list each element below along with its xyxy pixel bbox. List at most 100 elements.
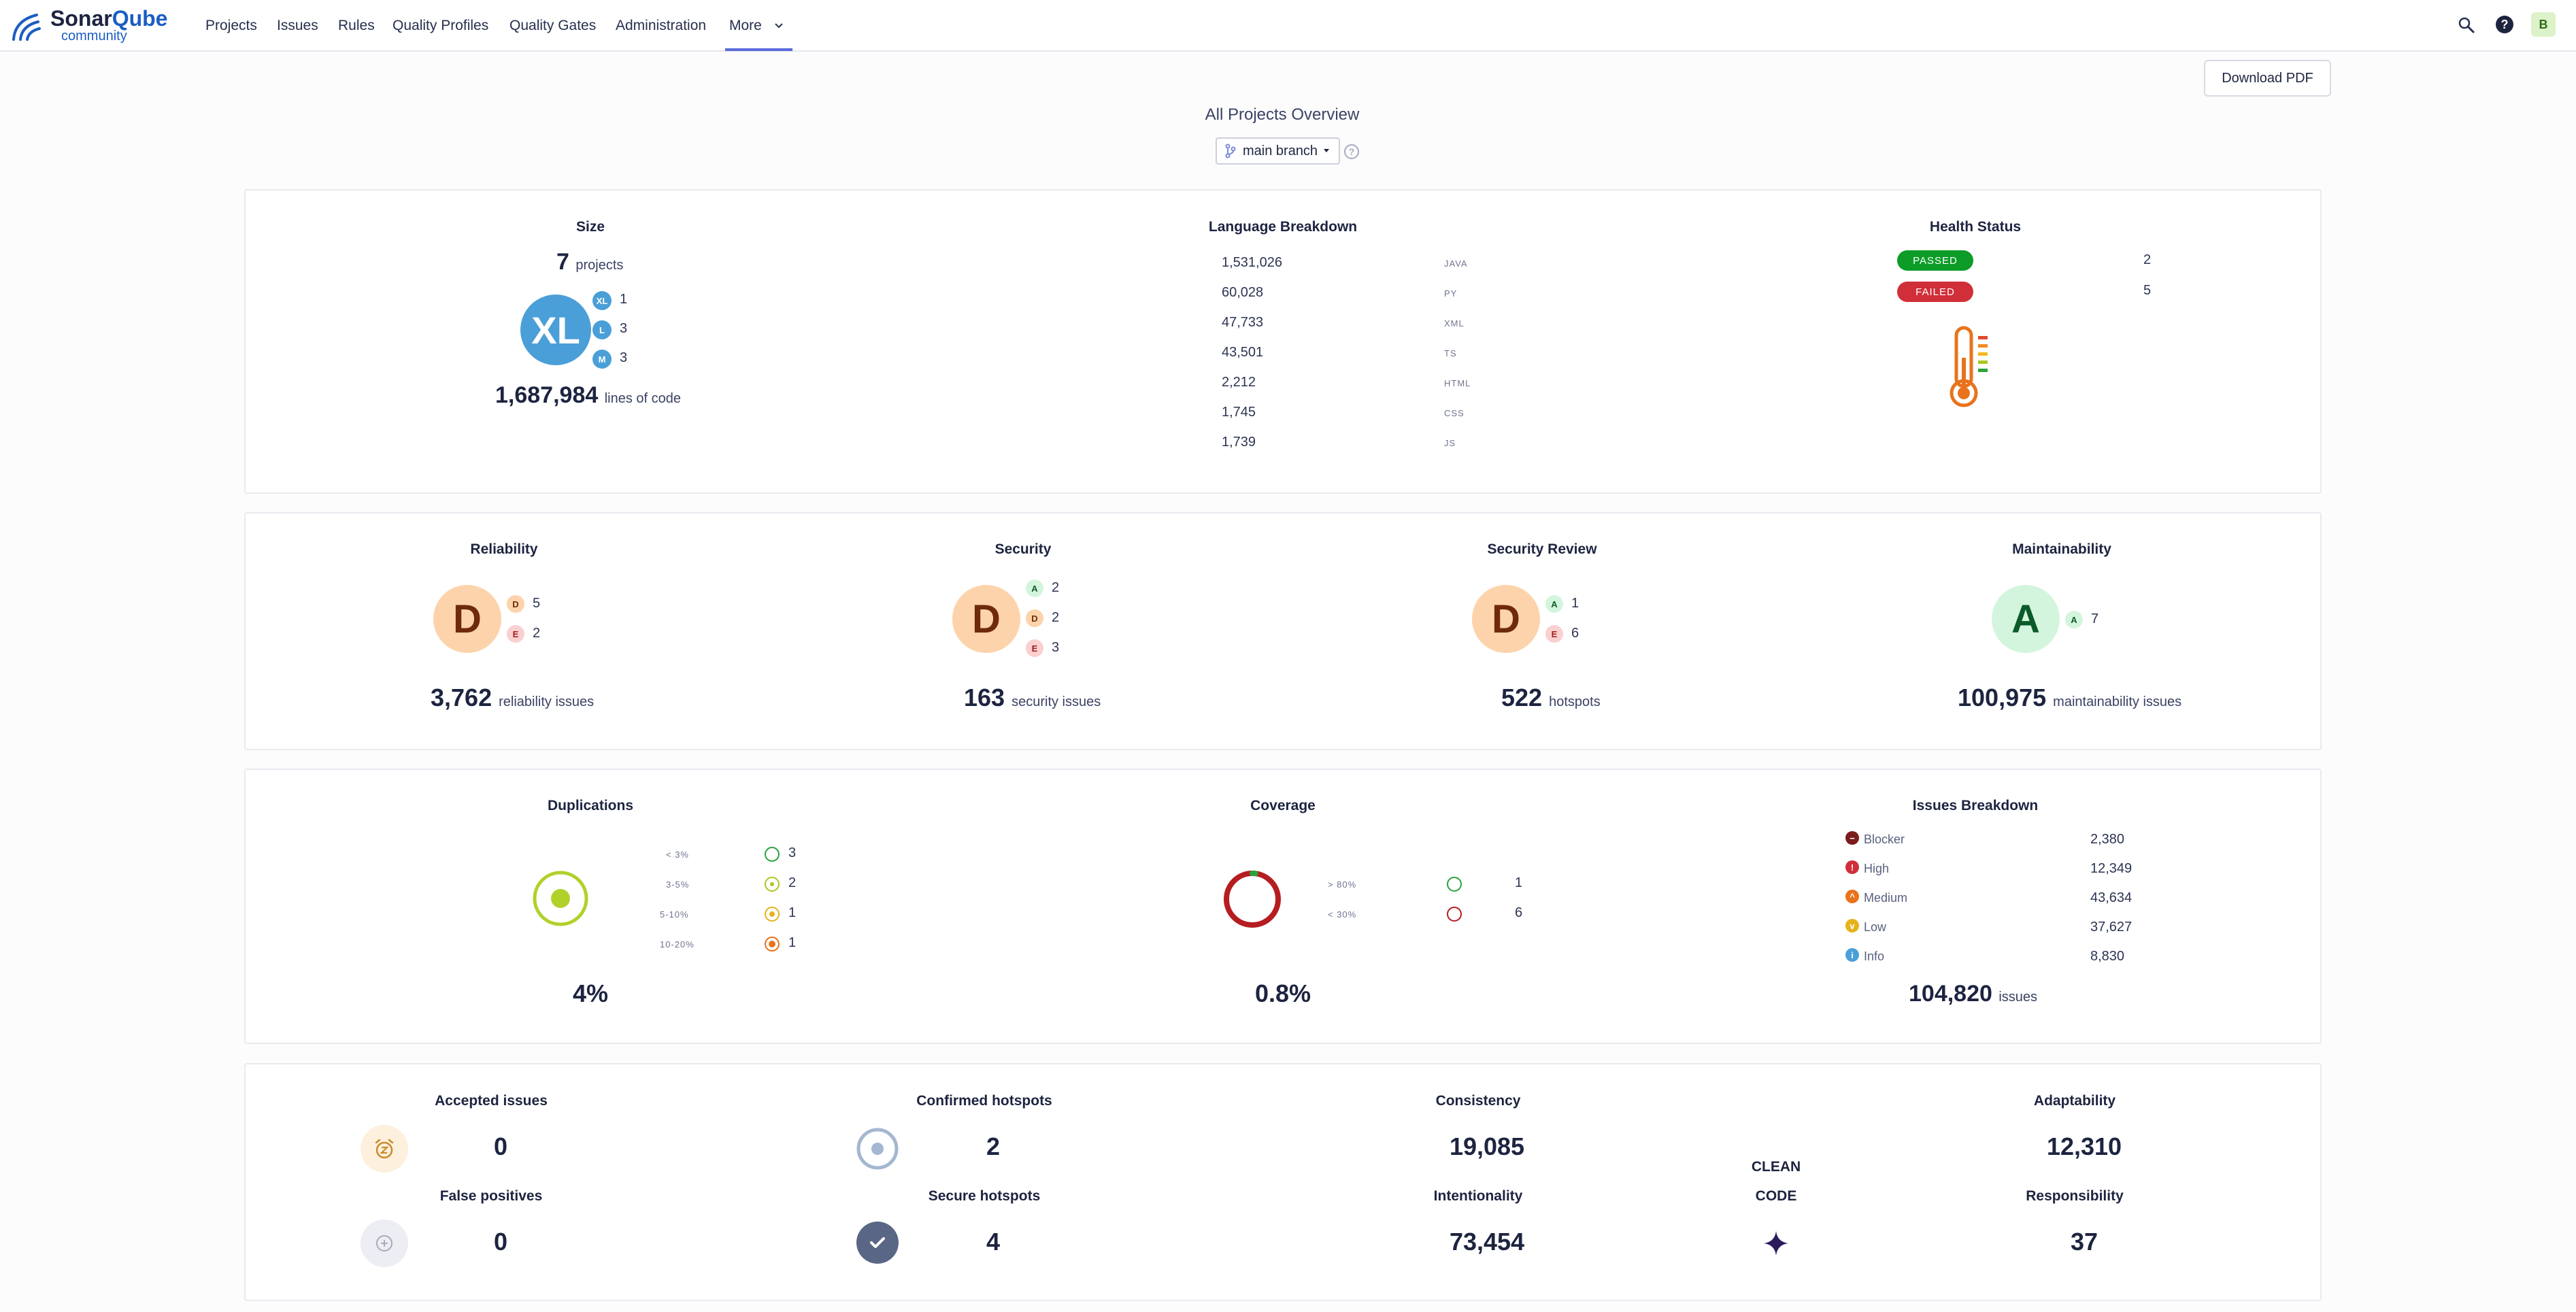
severity-medium-icon: ^ bbox=[1845, 890, 1859, 903]
reliability-rating-text: D bbox=[453, 596, 482, 641]
reliability-issues: 3,762 reliability issues bbox=[431, 684, 594, 712]
user-avatar[interactable]: B bbox=[2531, 12, 2556, 37]
passed-label: PASSED bbox=[1913, 254, 1958, 267]
chevron-down-icon bbox=[774, 23, 783, 29]
size-title: Size bbox=[575, 219, 605, 235]
maintainability-label: maintainability issues bbox=[2053, 694, 2182, 709]
caret-down-icon bbox=[1324, 149, 1330, 152]
language-name: HTML bbox=[1444, 378, 1471, 388]
severity-count[interactable]: 43,634 bbox=[2090, 890, 2132, 905]
duplication-range-icon bbox=[765, 937, 780, 952]
secure-hotspots-title: Secure hotspots bbox=[928, 1188, 1041, 1204]
accepted-issues-icon-wrap bbox=[361, 1125, 408, 1173]
maintainability-title: Maintainability bbox=[2012, 541, 2111, 557]
security-issues: 163 security issues bbox=[964, 684, 1101, 712]
lines-count: 1,687,984 bbox=[495, 382, 599, 408]
sonarqube-logo[interactable]: SonarQube community bbox=[10, 5, 167, 46]
failed-count: 5 bbox=[2143, 283, 2152, 298]
size-badge-xl: XL bbox=[592, 291, 612, 310]
nav-rules[interactable]: Rules bbox=[338, 18, 375, 33]
size-badge-l: L bbox=[592, 320, 612, 339]
logo-edition-text: community bbox=[61, 29, 127, 44]
language-count: 1,745 bbox=[1222, 405, 1256, 420]
duplication-range-count[interactable]: 1 bbox=[788, 905, 797, 920]
projects-label: projects bbox=[575, 258, 624, 273]
download-pdf-label: Download PDF bbox=[2222, 70, 2313, 86]
security_review-count-e: 6 bbox=[1571, 626, 1579, 641]
security-count-d: 2 bbox=[1052, 610, 1060, 625]
coverage-range-icon bbox=[1447, 907, 1462, 922]
size-count-xl: 1 bbox=[620, 292, 628, 307]
severity-info-icon: i bbox=[1845, 948, 1859, 962]
nav-issues[interactable]: Issues bbox=[277, 18, 318, 33]
language-count: 47,733 bbox=[1222, 315, 1264, 330]
language-count: 43,501 bbox=[1222, 345, 1264, 360]
nav-administration[interactable]: Administration bbox=[616, 18, 707, 33]
page-title: All Projects Overview bbox=[1205, 105, 1360, 124]
maintainability-badge-a: A bbox=[2065, 611, 2083, 628]
severity-count[interactable]: 2,380 bbox=[2090, 832, 2125, 847]
branch-label: main branch bbox=[1243, 143, 1318, 158]
thermometer-icon bbox=[1950, 326, 1988, 407]
coverage-range-count[interactable]: 1 bbox=[1515, 875, 1523, 890]
reliability-count-d: 5 bbox=[533, 596, 541, 611]
search-icon[interactable] bbox=[2458, 16, 2475, 34]
branch-help-icon[interactable]: ? bbox=[1344, 144, 1359, 159]
maintainability-rating-text: A bbox=[2011, 596, 2040, 641]
duplication-range-dot bbox=[769, 941, 775, 947]
nav-quality-gates[interactable]: Quality Gates bbox=[509, 18, 597, 33]
severity-count[interactable]: 8,830 bbox=[2090, 949, 2125, 964]
lines-label: lines of code bbox=[604, 391, 682, 406]
security-rating-text: D bbox=[972, 596, 1001, 641]
responsibility-count[interactable]: 37 bbox=[2070, 1228, 2098, 1256]
false-positives-count[interactable]: 0 bbox=[493, 1228, 508, 1256]
security-title: Security bbox=[994, 541, 1052, 557]
duplication-range-count[interactable]: 2 bbox=[788, 875, 797, 890]
adaptability-count[interactable]: 12,310 bbox=[2046, 1132, 2122, 1160]
size-badge-m: M bbox=[592, 350, 612, 369]
accepted-issues-count[interactable]: 0 bbox=[493, 1132, 508, 1160]
language-breakdown-title: Language Breakdown bbox=[1208, 219, 1358, 235]
intentionality-count[interactable]: 73,454 bbox=[1449, 1228, 1525, 1256]
duplication-range-icon bbox=[765, 907, 780, 922]
duplication-range-label: 5-10% bbox=[660, 909, 689, 920]
security-label: security issues bbox=[1011, 694, 1101, 709]
severity-high-icon: ! bbox=[1845, 860, 1859, 874]
language-count: 1,739 bbox=[1222, 435, 1256, 450]
language-name: JS bbox=[1444, 438, 1456, 448]
security_review-badge-e: E bbox=[1545, 625, 1563, 643]
secure-hotspot-icon-wrap bbox=[856, 1222, 899, 1264]
size-count-l: 3 bbox=[620, 321, 628, 336]
language-name: CSS bbox=[1444, 408, 1465, 418]
alarm-clock-icon bbox=[375, 1139, 394, 1159]
branch-selector[interactable]: main branch bbox=[1216, 137, 1340, 165]
severity-count[interactable]: 37,627 bbox=[2090, 920, 2132, 935]
reliability-badge-e: E bbox=[507, 625, 524, 643]
consistency-count[interactable]: 19,085 bbox=[1449, 1132, 1525, 1160]
nav-more[interactable]: More bbox=[729, 16, 784, 35]
download-pdf-button[interactable]: Download PDF bbox=[2204, 60, 2331, 97]
security-badge-a: A bbox=[1026, 579, 1043, 597]
coverage-range-count[interactable]: 6 bbox=[1515, 905, 1523, 920]
severity-count[interactable]: 12,349 bbox=[2090, 861, 2132, 876]
confirmed-hotspots-title: Confirmed hotspots bbox=[916, 1093, 1052, 1109]
size-badge-l-text: L bbox=[599, 324, 605, 335]
reliability-rating: D bbox=[433, 585, 501, 653]
confirmed-hotspots-count[interactable]: 2 bbox=[986, 1132, 1001, 1160]
size-rating-xl: XL bbox=[520, 295, 591, 365]
projects-count-value: 7 bbox=[556, 249, 569, 275]
maintainability-issues: 100,975 maintainability issues bbox=[1958, 684, 2181, 712]
duplication-range-icon bbox=[765, 877, 780, 892]
secure-hotspots-count[interactable]: 4 bbox=[986, 1228, 1001, 1256]
severity-low-icon: v bbox=[1845, 919, 1859, 932]
help-icon[interactable]: ? bbox=[2496, 16, 2513, 33]
user-initial: B bbox=[2539, 17, 2548, 31]
duplication-range-count[interactable]: 3 bbox=[788, 845, 797, 860]
issues-total-label: issues bbox=[1998, 990, 2038, 1005]
nav-quality-profiles[interactable]: Quality Profiles bbox=[392, 18, 489, 33]
false-positives-icon-wrap bbox=[361, 1220, 408, 1267]
language-name: XML bbox=[1444, 318, 1465, 329]
overview-card-ratings bbox=[244, 512, 2322, 750]
duplication-range-count[interactable]: 1 bbox=[788, 935, 797, 950]
nav-projects[interactable]: Projects bbox=[205, 18, 257, 33]
